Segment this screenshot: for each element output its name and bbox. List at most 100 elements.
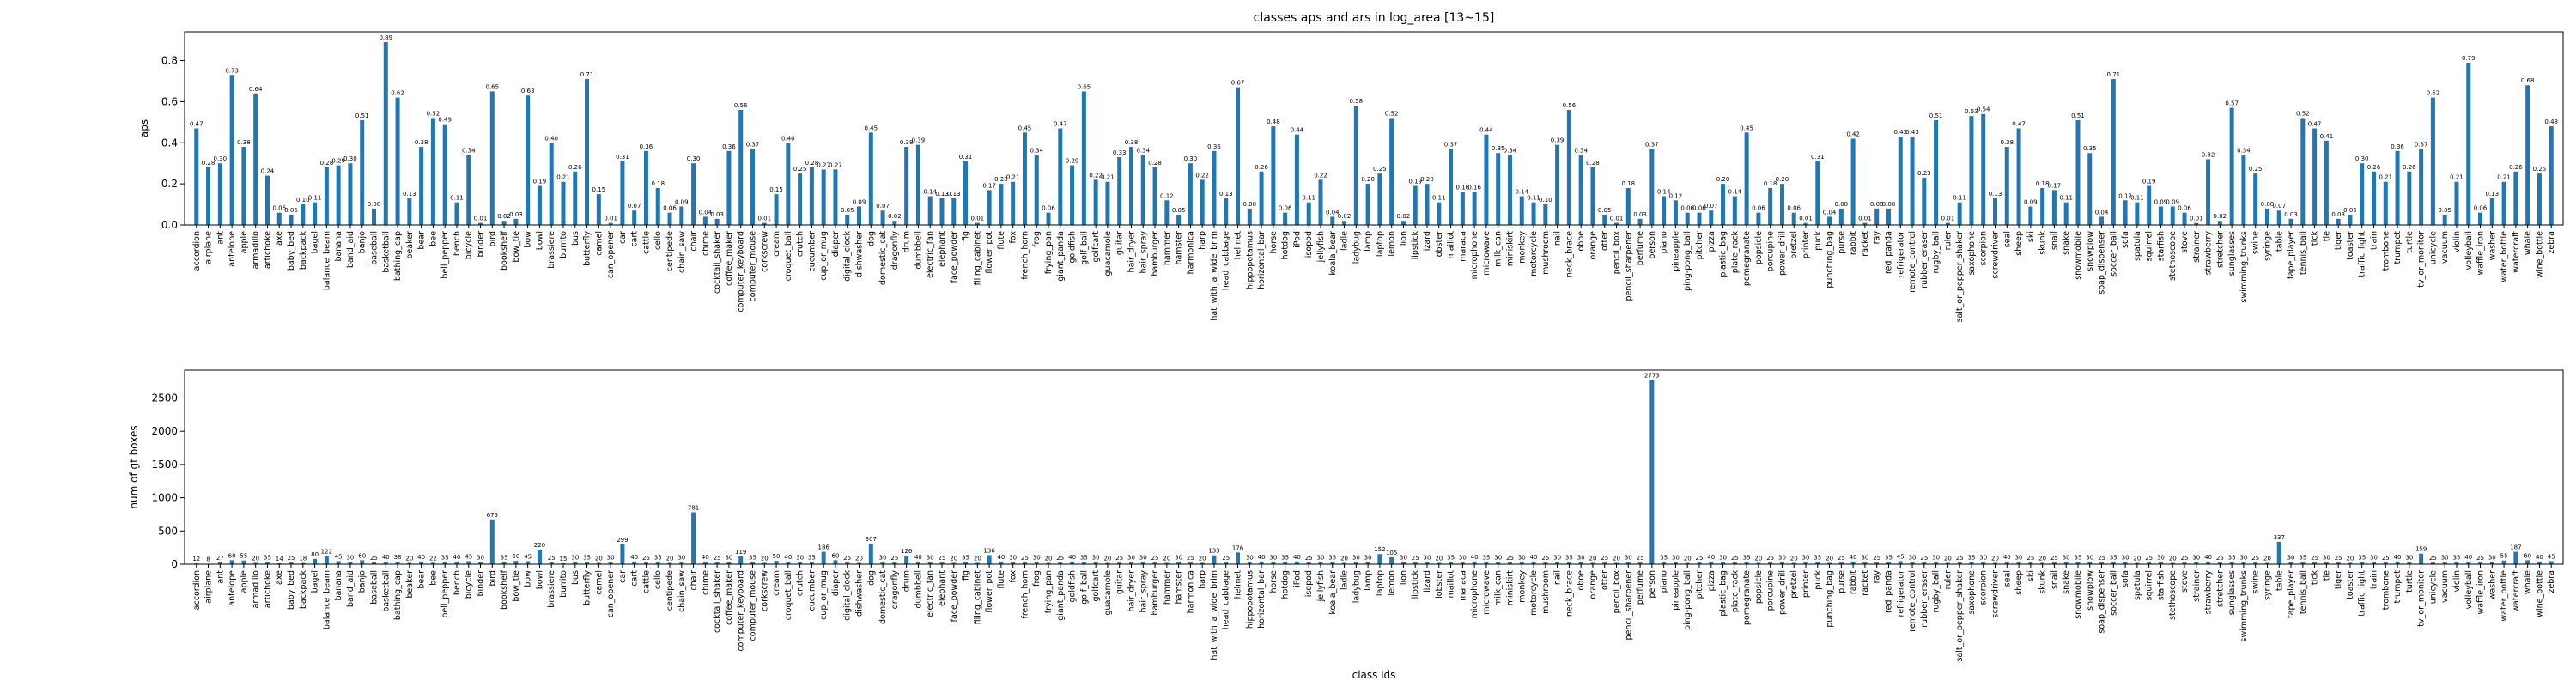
value-label: 14 bbox=[276, 556, 283, 562]
bar bbox=[454, 561, 459, 564]
x-tick-label: sofa bbox=[2121, 570, 2130, 587]
value-label: 0.08 bbox=[1870, 201, 1884, 208]
bar bbox=[1188, 163, 1193, 225]
y-tick-label: 1500 bbox=[151, 459, 178, 471]
bar bbox=[206, 167, 211, 225]
x-tick-label: soccer_ball bbox=[2109, 570, 2118, 616]
value-label: 0.20 bbox=[1420, 176, 1434, 183]
bar bbox=[1460, 192, 1465, 225]
x-tick-label: microphone bbox=[1470, 570, 1479, 619]
bar bbox=[939, 198, 945, 225]
x-tick-label: guacamole bbox=[1103, 231, 1113, 277]
value-label: 40 bbox=[2394, 554, 2402, 561]
value-label: 0.29 bbox=[1066, 158, 1079, 165]
x-tick-label: waffle_iron bbox=[2476, 570, 2486, 615]
bar bbox=[2395, 150, 2400, 225]
value-label: 40 bbox=[1471, 554, 1479, 561]
value-label: 35 bbox=[1743, 554, 1751, 561]
bar bbox=[2229, 107, 2234, 225]
x-tick-label: screwdriver bbox=[1991, 231, 2001, 279]
x-tick-label: toaster bbox=[2346, 570, 2355, 599]
x-tick-label: camel bbox=[594, 570, 604, 595]
bar bbox=[1827, 216, 1832, 225]
x-tick-label: trombone bbox=[2381, 570, 2391, 610]
x-tick-label: rabbit bbox=[1849, 570, 1858, 594]
x-tick-label: pineapple bbox=[1671, 231, 1680, 271]
value-label: 0.04 bbox=[2095, 209, 2109, 216]
x-tick-label: spatula bbox=[2133, 231, 2142, 261]
value-label: 30 bbox=[571, 555, 579, 562]
x-tick-label: bird bbox=[488, 570, 497, 586]
value-label: 0.12 bbox=[2118, 192, 2132, 199]
x-tick-label: head_cabbage bbox=[1222, 570, 1231, 629]
bar bbox=[1176, 215, 1182, 225]
x-tick-label: cup_or_mug bbox=[819, 231, 829, 281]
x-tick-label: bathing_cap bbox=[393, 570, 403, 620]
bar bbox=[1543, 562, 1548, 564]
x-tick-label: dishwasher bbox=[855, 231, 865, 277]
x-tick-label: filing_cabinet bbox=[973, 570, 982, 625]
x-tick-label: cream bbox=[772, 570, 781, 596]
x-tick-label: brassiere bbox=[547, 570, 556, 608]
bar bbox=[2360, 562, 2365, 564]
bar bbox=[2466, 62, 2471, 225]
bar bbox=[1400, 221, 1406, 225]
value-label: 30 bbox=[677, 555, 685, 562]
bar bbox=[1981, 562, 1986, 564]
x-tick-label: tv_or_monitor bbox=[2417, 570, 2427, 627]
bar bbox=[1555, 144, 1560, 225]
value-label: 0.06 bbox=[2178, 205, 2191, 212]
value-label: 0.40 bbox=[544, 135, 558, 142]
bar bbox=[1224, 198, 1229, 225]
value-label: 25 bbox=[1021, 555, 1029, 562]
bar bbox=[526, 95, 531, 226]
value-label: 0.08 bbox=[1882, 201, 1896, 208]
bar bbox=[1259, 171, 1264, 225]
value-label: 0.11 bbox=[2130, 195, 2144, 202]
x-tick-label: snail bbox=[2050, 231, 2059, 250]
value-label: 0.56 bbox=[734, 102, 748, 109]
x-tick-label: bow bbox=[524, 570, 533, 587]
x-tick-label: perfume bbox=[1636, 570, 1645, 605]
bar bbox=[2383, 562, 2388, 564]
value-label: 0.07 bbox=[628, 203, 641, 210]
value-label: 0.62 bbox=[2427, 90, 2440, 97]
x-tick-label: accordion bbox=[192, 570, 202, 610]
x-tick-label: bicycle bbox=[465, 231, 474, 259]
bar bbox=[868, 544, 873, 564]
bar bbox=[419, 561, 424, 564]
bar bbox=[2241, 155, 2246, 225]
x-tick-label: flower_pot bbox=[985, 570, 994, 613]
x-tick-label: domestic_cat bbox=[878, 570, 888, 624]
bar bbox=[1993, 562, 1998, 564]
value-label: 0.06 bbox=[1752, 205, 1765, 212]
x-tick-label: snowplow bbox=[2086, 570, 2095, 611]
value-label: 0.34 bbox=[1574, 148, 1588, 155]
value-label: 0.37 bbox=[1444, 141, 1458, 148]
value-label: 0.05 bbox=[1598, 207, 1612, 214]
bar bbox=[407, 198, 412, 225]
x-tick-label: dishwasher bbox=[855, 570, 865, 617]
value-label: 119 bbox=[735, 549, 746, 556]
value-label: 0.68 bbox=[2521, 77, 2535, 84]
bar bbox=[2288, 218, 2293, 225]
x-tick-label: antelope bbox=[228, 231, 237, 267]
value-label: 0.57 bbox=[2225, 100, 2239, 107]
x-tick-label: burrito bbox=[559, 231, 568, 258]
bar bbox=[2478, 562, 2483, 564]
y-tick-label: 0.2 bbox=[161, 178, 178, 190]
bar bbox=[2407, 171, 2412, 225]
x-tick-label: koala_bear bbox=[1328, 231, 1338, 276]
x-tick-label: balance_beam bbox=[322, 570, 331, 629]
x-tick-label: squirrel bbox=[2145, 570, 2154, 601]
value-label: 25 bbox=[1115, 555, 1123, 562]
bar bbox=[1673, 200, 1678, 225]
bar bbox=[1910, 562, 1915, 564]
bar bbox=[1437, 202, 1442, 225]
bar bbox=[1756, 212, 1761, 225]
x-tick-label: guacamole bbox=[1103, 570, 1113, 616]
value-label: 25 bbox=[2181, 555, 2189, 562]
x-tick-label: salt_or_pepper_shaker bbox=[1955, 231, 1965, 323]
value-label: 0.23 bbox=[1917, 170, 1931, 177]
value-label: 0.33 bbox=[1113, 149, 1127, 156]
